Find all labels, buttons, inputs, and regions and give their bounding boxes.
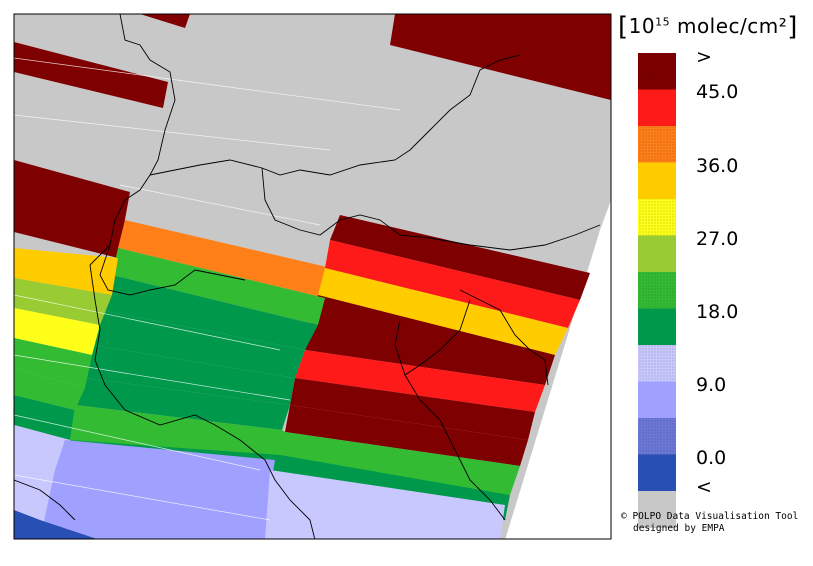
pixel-band [290, 378, 535, 440]
legend-label-27: 27.0 [696, 228, 739, 250]
legend-label-36: 36.0 [696, 155, 739, 177]
pixel-band [14, 425, 70, 470]
pixel-band [318, 268, 568, 355]
legend-swatch [638, 89, 676, 127]
pixel-band [100, 275, 318, 350]
pixel-band [55, 440, 275, 490]
pixel-band [14, 278, 112, 325]
pixel-band [118, 220, 340, 298]
legend-swatch [638, 235, 676, 273]
credit-line-2: designed by EMPA [633, 523, 725, 534]
pixel-band [75, 378, 290, 430]
legend-title: [1015 molec/cm²] [618, 12, 798, 42]
pixel-band [14, 248, 118, 295]
legend-label-above: > [696, 46, 712, 68]
legend-label-below: < [696, 476, 712, 498]
pixel-band [92, 310, 305, 378]
legend-colorbar [638, 53, 676, 528]
pixel-band [85, 345, 295, 405]
pixel-band [390, 14, 611, 100]
pixel-band [14, 368, 85, 410]
pixel-band [40, 470, 270, 539]
pixel-band [14, 42, 168, 108]
pixel-band [265, 470, 505, 539]
legend-swatch-texture [638, 199, 676, 236]
pixel-band [14, 308, 100, 355]
pixel-band [14, 395, 75, 440]
pixel-band [330, 215, 590, 300]
scan-lines [14, 57, 401, 521]
legend-swatch [638, 491, 676, 528]
legend-swatch [638, 381, 676, 419]
pixel-band [285, 405, 528, 466]
pixel-band [14, 510, 97, 539]
legend-label-0: 0.0 [696, 447, 727, 469]
pixel-band [112, 248, 325, 325]
legend-swatch [638, 162, 676, 200]
pixel-band [14, 338, 92, 388]
pixel-band [295, 350, 545, 412]
pixel-band [325, 240, 580, 328]
credit-line-1: © POLPO Data Visualisation Tool [621, 511, 799, 522]
country-borders [14, 14, 601, 539]
pixel-band [305, 295, 555, 385]
legend-swatch-texture [638, 418, 676, 455]
legend-swatch-texture [638, 345, 676, 382]
pixel-band [70, 405, 520, 495]
pixel-band [140, 14, 190, 28]
legend-swatch-texture [638, 126, 676, 163]
legend-swatch [638, 308, 676, 346]
legend-swatch-texture [638, 53, 676, 90]
legend-swatch [638, 454, 676, 492]
pixel-band [14, 160, 130, 258]
legend-swatch-texture [638, 272, 676, 309]
legend-label-18: 18.0 [696, 301, 739, 323]
map-frame [13, 13, 612, 540]
legend-label-9: 9.0 [696, 374, 727, 396]
legend-label-45: 45.0 [696, 81, 739, 103]
satellite-swath [14, 14, 611, 539]
